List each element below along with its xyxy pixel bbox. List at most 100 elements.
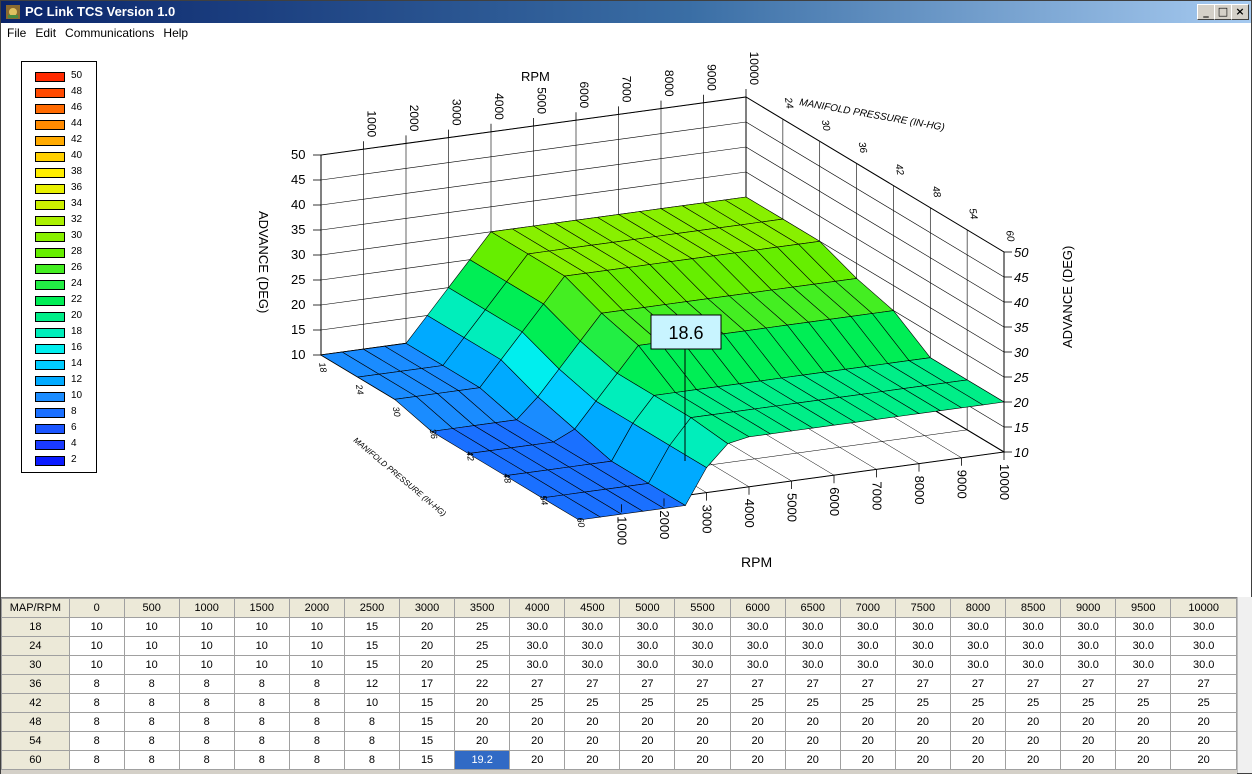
table-cell[interactable]: 27 xyxy=(784,674,841,694)
table-cell[interactable]: 8 xyxy=(288,693,345,713)
table-cell[interactable]: 20 xyxy=(1115,750,1172,770)
table-cell[interactable]: 20 xyxy=(729,750,786,770)
table-cell[interactable]: 20 xyxy=(784,750,841,770)
surface-plot[interactable]: 10 15 20 25 30 35 40 45 50 10 15 20 25 30 35 40 45 50 1000… xyxy=(1,43,1251,595)
column-header[interactable]: 3000 xyxy=(399,598,456,618)
table-cell[interactable]: 25 xyxy=(619,693,676,713)
table-cell[interactable]: 27 xyxy=(1170,674,1237,694)
table-cell[interactable]: 8 xyxy=(123,750,180,770)
table-cell[interactable]: 30.0 xyxy=(894,636,951,656)
table-cell[interactable]: 15 xyxy=(399,731,456,751)
table-cell[interactable]: 25 xyxy=(784,693,841,713)
table-cell[interactable]: 10 xyxy=(288,617,345,637)
table-cell[interactable]: 10 xyxy=(68,636,125,656)
table-cell[interactable]: 8 xyxy=(233,712,290,732)
table-cell[interactable]: 20 xyxy=(674,712,731,732)
table-cell[interactable]: 8 xyxy=(233,674,290,694)
table-cell[interactable]: 20 xyxy=(839,712,896,732)
table-cell[interactable]: 30.0 xyxy=(564,655,621,675)
table-cell[interactable]: 30.0 xyxy=(839,655,896,675)
table-cell[interactable]: 8 xyxy=(68,693,125,713)
table-cell[interactable]: 30.0 xyxy=(1170,636,1237,656)
row-header[interactable]: 60 xyxy=(1,750,70,770)
table-cell[interactable]: 10 xyxy=(123,636,180,656)
table-cell[interactable]: 27 xyxy=(674,674,731,694)
table-cell[interactable]: 30.0 xyxy=(839,617,896,637)
column-header[interactable]: 6500 xyxy=(784,598,841,618)
table-cell[interactable]: 20 xyxy=(1060,712,1117,732)
column-header[interactable]: 8000 xyxy=(949,598,1007,618)
column-header[interactable]: 9500 xyxy=(1115,598,1172,618)
table-cell[interactable]: 8 xyxy=(233,693,290,713)
table-cell[interactable]: 27 xyxy=(1005,674,1062,694)
table-cell[interactable]: 10 xyxy=(343,693,401,713)
table-cell[interactable]: 30.0 xyxy=(619,655,676,675)
maximize-button[interactable]: □ xyxy=(1214,4,1232,20)
table-cell[interactable]: 30.0 xyxy=(949,617,1007,637)
table-cell[interactable]: 20 xyxy=(784,712,841,732)
table-cell[interactable]: 30.0 xyxy=(1060,636,1117,656)
column-header[interactable]: 8500 xyxy=(1005,598,1062,618)
table-cell[interactable]: 25 xyxy=(729,693,786,713)
table-cell[interactable]: 8 xyxy=(288,674,345,694)
row-header[interactable]: 36 xyxy=(1,674,70,694)
table-cell[interactable]: 20 xyxy=(399,617,456,637)
menu-help[interactable]: Help xyxy=(163,26,189,40)
table-cell[interactable]: 30.0 xyxy=(949,636,1007,656)
table-cell[interactable]: 8 xyxy=(343,750,401,770)
table-cell[interactable]: 20 xyxy=(509,712,566,732)
column-header[interactable]: 1500 xyxy=(233,598,290,618)
table-cell[interactable]: 30.0 xyxy=(729,655,786,675)
table-cell[interactable]: 20 xyxy=(1060,731,1117,751)
table-cell[interactable]: 30.0 xyxy=(1060,655,1117,675)
table-cell[interactable]: 20 xyxy=(1170,731,1237,751)
menu-edit[interactable]: Edit xyxy=(35,26,57,40)
table-cell[interactable]: 20 xyxy=(564,750,621,770)
table-cell[interactable]: 20 xyxy=(1005,712,1062,732)
column-header[interactable]: 1000 xyxy=(178,598,235,618)
table-cell[interactable]: 8 xyxy=(343,731,401,751)
table-cell[interactable]: 20 xyxy=(674,731,731,751)
table-cell[interactable]: 25 xyxy=(454,617,511,637)
column-header[interactable]: 5000 xyxy=(619,598,676,618)
table-cell[interactable]: 25 xyxy=(1060,693,1117,713)
table-cell[interactable]: 30.0 xyxy=(619,636,676,656)
table-cell[interactable]: 27 xyxy=(619,674,676,694)
table-cell[interactable]: 27 xyxy=(839,674,896,694)
column-header[interactable]: 10000 xyxy=(1170,598,1237,618)
table-cell[interactable]: 27 xyxy=(894,674,951,694)
row-header[interactable]: 42 xyxy=(1,693,70,713)
table-cell[interactable]: 27 xyxy=(509,674,566,694)
table-cell[interactable]: 8 xyxy=(68,674,125,694)
table-cell[interactable]: 15 xyxy=(399,750,456,770)
table-cell[interactable]: 15 xyxy=(399,693,456,713)
table-cell[interactable]: 30.0 xyxy=(509,636,566,656)
table-cell[interactable]: 20 xyxy=(509,750,566,770)
table-cell[interactable]: 10 xyxy=(178,636,235,656)
row-header[interactable]: 54 xyxy=(1,731,70,751)
column-header[interactable]: 2000 xyxy=(288,598,345,618)
table-cell[interactable]: 10 xyxy=(123,617,180,637)
title-bar[interactable]: PC Link TCS Version 1.0 _ □ × xyxy=(1,1,1251,23)
column-header[interactable]: 4500 xyxy=(564,598,621,618)
table-cell[interactable]: 30.0 xyxy=(509,655,566,675)
table-cell[interactable]: 30.0 xyxy=(1115,617,1172,637)
table-cell[interactable]: 20 xyxy=(619,712,676,732)
table-cell[interactable]: 8 xyxy=(288,712,345,732)
table-cell[interactable]: 10 xyxy=(288,636,345,656)
table-cell[interactable]: 8 xyxy=(233,750,290,770)
column-header[interactable]: 0 xyxy=(68,598,125,618)
table-cell[interactable]: 25 xyxy=(949,693,1007,713)
table-cell[interactable]: 10 xyxy=(123,655,180,675)
table-cell[interactable]: 8 xyxy=(68,750,125,770)
table-cell[interactable]: 20 xyxy=(784,731,841,751)
vertical-scrollbar[interactable] xyxy=(1237,597,1252,773)
table-cell[interactable]: 25 xyxy=(454,655,511,675)
table-cell[interactable]: 25 xyxy=(894,693,951,713)
data-grid[interactable]: MAP/RPM 0 500 1000 1500 2000 2500 3000 3500 4000 4… xyxy=(1,597,1237,774)
column-header[interactable]: 3500 xyxy=(454,598,511,618)
table-cell[interactable]: 30.0 xyxy=(1060,617,1117,637)
table-cell[interactable]: 8 xyxy=(288,750,345,770)
table-cell[interactable]: 20 xyxy=(839,731,896,751)
table-cell[interactable]: 10 xyxy=(233,617,290,637)
